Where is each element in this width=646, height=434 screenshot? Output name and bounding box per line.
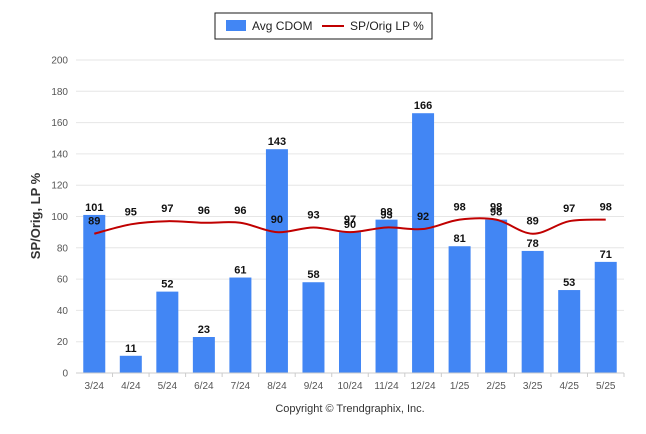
- line-value-label: 98: [600, 202, 612, 214]
- line-value-label: 97: [161, 203, 173, 215]
- x-tick-label: 8/24: [267, 381, 287, 392]
- y-tick-label: 20: [57, 337, 69, 348]
- x-axis-ticks: 3/24 4/24 5/24 6/24 7/24 8/24 9/24 10/24 11/24 12…: [85, 373, 625, 392]
- x-tick-label: 12/24: [411, 381, 436, 392]
- line-value-label: 93: [380, 209, 392, 221]
- bar: [265, 149, 288, 373]
- bar: [375, 219, 398, 373]
- bar-labels: 101 11 52 23 61 143 58 90 98 166 81 98 78 53 71: [85, 100, 612, 355]
- line-value-label: 96: [234, 205, 246, 217]
- line-value-label: 93: [307, 209, 319, 221]
- y-tick-label: 80: [57, 243, 69, 254]
- bar: [594, 261, 617, 373]
- x-tick-label: 5/24: [158, 381, 178, 392]
- bar-value-label: 98: [490, 207, 502, 219]
- line-value-label: 95: [125, 206, 137, 218]
- x-tick-label: 9/24: [304, 381, 324, 392]
- bar-value-label: 58: [307, 269, 319, 281]
- x-tick-label: 2/25: [486, 381, 506, 392]
- bar-value-label: 71: [600, 249, 612, 261]
- bar-value-label: 78: [527, 238, 539, 250]
- bar-value-label: 81: [453, 233, 465, 245]
- bar-value-label: 23: [198, 324, 210, 336]
- bar-value-label: 166: [414, 100, 432, 112]
- bar: [339, 232, 361, 373]
- line-value-label: 97: [563, 203, 575, 215]
- bar: [521, 250, 544, 373]
- bar-value-label: 52: [161, 279, 173, 291]
- bar: [192, 337, 215, 373]
- legend-bar-label: Avg CDOM: [252, 19, 312, 33]
- line-value-label: 98: [490, 202, 502, 214]
- bar: [302, 282, 325, 373]
- bar: [119, 355, 142, 373]
- bar-value-label: 143: [268, 136, 286, 148]
- bar: [412, 113, 435, 374]
- x-tick-label: 7/24: [231, 381, 251, 392]
- line-value-label: 90: [271, 214, 283, 226]
- y-tick-label: 120: [51, 181, 68, 192]
- x-tick-label: 4/25: [559, 381, 579, 392]
- y-axis-title: SP/Orig, LP %: [28, 172, 43, 259]
- line-value-label: 98: [453, 202, 465, 214]
- bar: [229, 277, 252, 373]
- bar: [83, 214, 106, 373]
- bar-value-label: 11: [125, 343, 137, 355]
- bars: [83, 113, 617, 374]
- legend-bar-swatch: [226, 20, 246, 31]
- line-value-label: 92: [417, 211, 429, 223]
- bar-value-label: 53: [563, 277, 575, 289]
- y-tick-label: 140: [51, 149, 68, 160]
- line-value-label: 89: [527, 216, 539, 228]
- y-tick-label: 60: [57, 275, 69, 286]
- sp-orig-line: [94, 217, 606, 235]
- bar-value-label: 61: [234, 265, 246, 277]
- bar-value-label: 90: [344, 219, 356, 231]
- x-tick-label: 3/25: [523, 381, 543, 392]
- x-tick-label: 10/24: [337, 381, 362, 392]
- bar: [485, 219, 508, 373]
- y-tick-label: 180: [51, 87, 68, 98]
- line-value-label: 89: [88, 216, 100, 228]
- line-value-label: 97: [344, 214, 356, 226]
- y-tick-label: 0: [62, 369, 68, 380]
- y-tick-label: 40: [57, 306, 69, 317]
- line-value-label: 96: [198, 205, 210, 217]
- legend-line-label: SP/Orig LP %: [350, 19, 424, 33]
- y-tick-label: 100: [51, 212, 68, 223]
- bar: [156, 291, 179, 373]
- x-tick-label: 3/24: [85, 381, 105, 392]
- bar: [448, 246, 471, 373]
- x-tick-label: 6/24: [194, 381, 214, 392]
- bar: [558, 290, 581, 373]
- bar-value-label: 101: [85, 202, 103, 214]
- bar-value-label: 98: [380, 207, 392, 219]
- y-tick-label: 160: [51, 118, 68, 129]
- x-tick-label: 1/25: [450, 381, 470, 392]
- copyright-text: Copyright © Trendgraphix, Inc.: [275, 403, 424, 415]
- y-tick-label: 200: [51, 56, 68, 67]
- x-tick-label: 4/24: [121, 381, 141, 392]
- y-axis-ticks: 0 20 40 60 80 100 120 140 160 180 200: [51, 56, 68, 380]
- x-tick-label: 11/24: [374, 381, 399, 392]
- legend: Avg CDOM SP/Orig LP %: [214, 12, 433, 40]
- x-tick-label: 5/25: [596, 381, 616, 392]
